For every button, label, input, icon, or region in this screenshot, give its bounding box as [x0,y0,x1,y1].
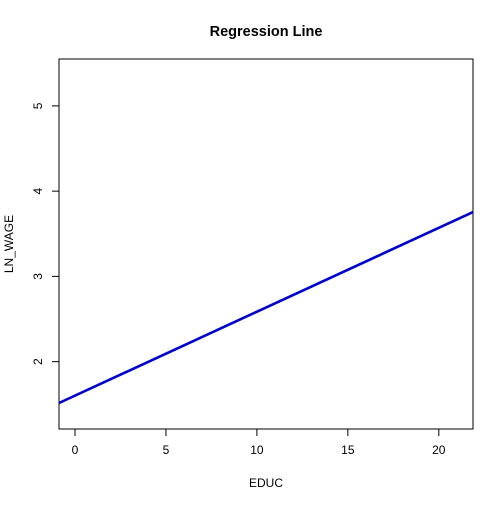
x-tick-label: 20 [432,443,446,457]
y-axis: 2 3 4 5 [31,102,60,365]
chart-title: Regression Line [210,24,323,40]
x-axis-label: EDUC [249,476,283,490]
y-axis-label: LN_WAGE [2,215,16,273]
y-tick-label: 3 [31,273,45,280]
x-tick-label: 5 [163,443,170,457]
y-tick-label: 2 [31,358,45,365]
x-tick-label: 15 [341,443,355,457]
x-tick-label: 10 [250,443,264,457]
y-tick-label: 5 [31,102,45,109]
series-layer [58,210,474,405]
y-tick-label: 4 [31,187,45,194]
x-tick-label: 0 [72,443,79,457]
x-axis: 0 5 10 15 20 [72,428,446,457]
regression-line [58,210,474,405]
